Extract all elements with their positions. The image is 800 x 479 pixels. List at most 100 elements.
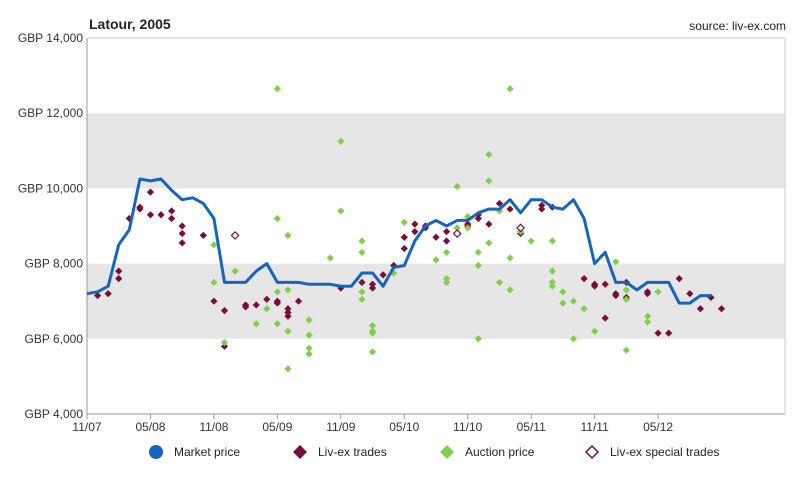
data-point — [442, 275, 451, 283]
data-point — [358, 288, 366, 296]
data-point — [242, 303, 250, 311]
chart-title: Latour, 2005 — [89, 16, 171, 32]
data-point — [485, 150, 493, 159]
data-point — [284, 308, 292, 317]
data-point — [548, 282, 556, 290]
x-tick-label: 11/10 — [453, 420, 482, 434]
data-point — [136, 205, 144, 213]
legend-item-liv-ex-trades[interactable]: Liv-ex trades — [292, 443, 387, 461]
data-point — [104, 290, 112, 298]
y-tick-label: GBP 14,000 — [18, 31, 83, 45]
data-point — [612, 258, 620, 266]
data-point — [273, 297, 281, 305]
grid-band — [87, 38, 785, 114]
legend-label: Market price — [174, 445, 241, 459]
data-point — [622, 295, 630, 303]
source-label: source: liv-ex.com — [689, 19, 786, 33]
data-point — [643, 312, 652, 320]
data-point — [485, 220, 493, 228]
data-point — [591, 327, 599, 335]
data-point — [601, 314, 609, 322]
x-tick-label: 11/11 — [581, 420, 610, 434]
legend-label: Liv-ex trades — [318, 445, 387, 459]
diamond-icon — [292, 444, 308, 460]
data-point — [442, 237, 451, 245]
data-point — [400, 244, 408, 253]
data-point — [210, 278, 218, 286]
data-point — [178, 222, 186, 230]
data-point — [569, 297, 578, 305]
data-point — [495, 199, 504, 208]
data-point — [220, 342, 229, 350]
data-point — [157, 211, 165, 219]
data-point — [717, 305, 726, 313]
data-point — [368, 348, 377, 356]
chart-area: GBP 4,000 GBP 6,000 GBP 8,000 GBP 10,000 GBP… — [18, 31, 786, 434]
data-point — [696, 305, 704, 313]
diamond-outline-icon — [584, 444, 600, 460]
data-point — [442, 228, 451, 236]
legend-item-liv-ex-special-trades[interactable]: Liv-ex special trades — [584, 443, 719, 461]
data-point — [411, 228, 419, 236]
data-point — [273, 214, 281, 223]
data-point — [591, 280, 599, 288]
data-point — [305, 344, 313, 352]
data-point — [485, 177, 493, 185]
data-point — [506, 205, 514, 213]
data-point — [569, 335, 578, 343]
data-point — [273, 320, 281, 328]
data-point — [168, 214, 176, 223]
data-point — [326, 254, 334, 262]
data-point — [495, 278, 504, 286]
data-point — [93, 291, 102, 300]
data-point — [284, 365, 292, 373]
data-point — [601, 280, 609, 288]
data-point — [548, 237, 556, 245]
data-point — [538, 205, 546, 213]
data-point — [612, 290, 620, 298]
data-point — [474, 261, 482, 270]
data-point — [390, 261, 398, 270]
data-point — [230, 230, 240, 240]
data-point — [654, 288, 662, 296]
y-tick-label: GBP 6,000 — [25, 332, 84, 346]
data-point — [210, 297, 218, 305]
data-point — [665, 329, 673, 337]
data-point — [284, 286, 292, 294]
data-point — [368, 280, 377, 288]
legend-item-auction-price[interactable]: Auction price — [439, 443, 534, 461]
data-point — [231, 267, 239, 275]
x-tick-label: 05/12 — [643, 420, 673, 434]
data-point — [643, 288, 652, 296]
data-point — [210, 241, 218, 249]
grid-band — [87, 338, 785, 414]
grid-band — [87, 263, 785, 339]
data-point — [368, 329, 377, 337]
legend-label: Auction price — [465, 445, 535, 459]
data-point — [358, 237, 366, 245]
data-point — [464, 220, 472, 228]
data-point — [432, 233, 440, 241]
grid-band — [87, 113, 785, 189]
data-point — [115, 275, 123, 283]
y-tick-label: GBP 10,000 — [18, 181, 83, 195]
data-point — [506, 286, 514, 294]
data-point — [263, 295, 271, 303]
legend-item-market-price[interactable]: Market price — [148, 443, 240, 461]
data-point — [358, 248, 366, 256]
data-point — [707, 293, 715, 302]
y-tick-label: GBP 4,000 — [25, 407, 84, 421]
x-tick-label: 11/08 — [199, 420, 228, 434]
x-tick-label: 11/09 — [326, 420, 355, 434]
data-point — [442, 278, 451, 286]
data-point — [453, 182, 461, 191]
data-point — [337, 207, 345, 215]
data-point — [580, 305, 588, 313]
data-point — [263, 305, 271, 313]
data-point — [580, 275, 588, 283]
data-point — [220, 338, 229, 347]
data-point — [294, 297, 303, 305]
data-point — [559, 288, 567, 296]
data-point — [305, 316, 313, 324]
y-tick-label: GBP 8,000 — [25, 257, 84, 271]
